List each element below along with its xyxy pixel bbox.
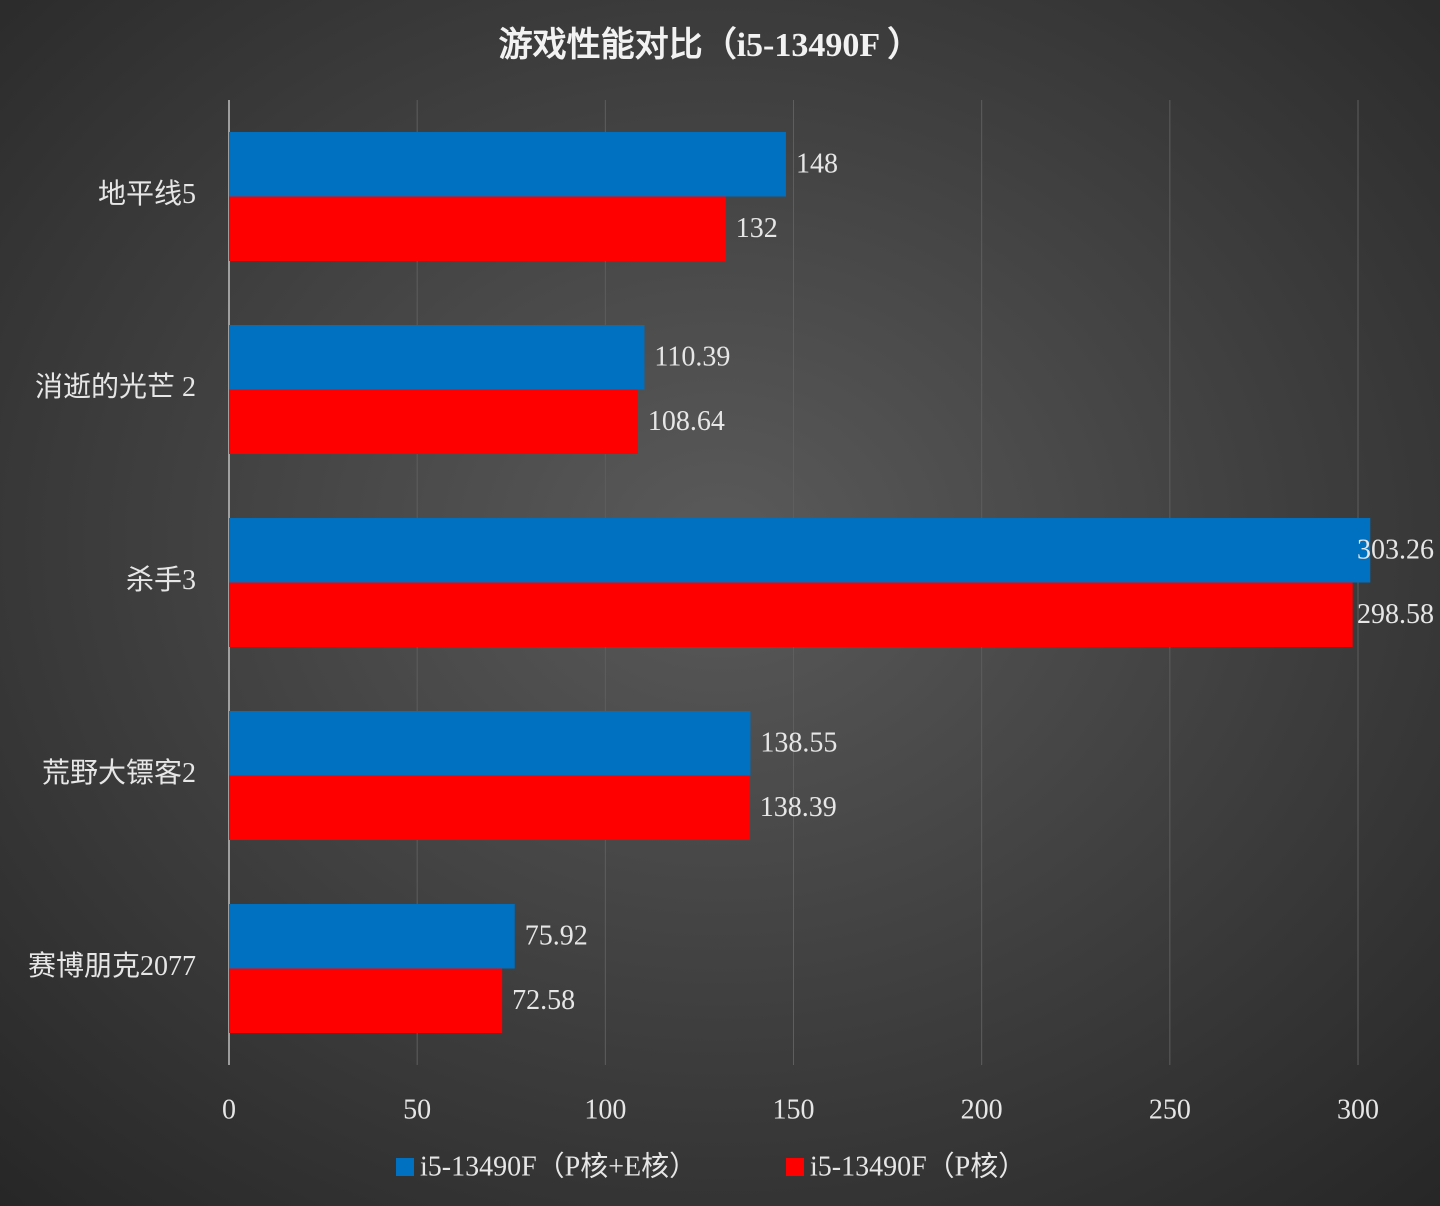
value-label: 138.39 xyxy=(760,792,837,823)
y-tick-label: 地平线5 xyxy=(98,178,196,210)
value-label: 298.58 xyxy=(1357,599,1434,630)
y-tick-label: 杀手3 xyxy=(126,564,196,596)
legend-swatch xyxy=(396,1158,414,1176)
x-tick-label: 0 xyxy=(222,1094,236,1125)
value-label: 303.26 xyxy=(1357,535,1434,566)
value-label: 148 xyxy=(796,149,838,180)
value-label: 132 xyxy=(736,213,778,244)
x-tick-label: 150 xyxy=(773,1094,815,1125)
bar xyxy=(229,518,1371,583)
legend-label: i5-13490F（P核+E核） xyxy=(420,1150,697,1182)
x-tick-label: 300 xyxy=(1337,1094,1379,1125)
y-tick-label: 赛博朋克2077 xyxy=(28,950,196,982)
y-tick-label: 荒野大镖客2 xyxy=(42,757,196,789)
chart-title: 游戏性能对比（i5-13490F ） xyxy=(499,25,922,64)
bar xyxy=(229,968,503,1033)
value-label: 110.39 xyxy=(654,342,730,373)
bar xyxy=(229,711,751,776)
bar xyxy=(229,325,645,390)
bar xyxy=(229,389,638,454)
legend-label: i5-13490F（P核） xyxy=(810,1150,1026,1182)
bar xyxy=(229,775,750,840)
y-tick-label: 消逝的光芒 2 xyxy=(35,371,196,403)
value-label: 72.58 xyxy=(512,985,575,1016)
x-tick-label: 50 xyxy=(403,1094,431,1125)
value-label: 138.55 xyxy=(760,728,837,759)
bar xyxy=(229,582,1353,647)
bar xyxy=(229,196,726,261)
x-tick-label: 250 xyxy=(1149,1094,1191,1125)
bar xyxy=(229,904,515,969)
x-tick-label: 100 xyxy=(584,1094,626,1125)
bar xyxy=(229,132,786,197)
value-label: 108.64 xyxy=(648,406,725,437)
x-tick-label: 200 xyxy=(961,1094,1003,1125)
legend-swatch xyxy=(786,1158,804,1176)
value-label: 75.92 xyxy=(525,921,588,952)
